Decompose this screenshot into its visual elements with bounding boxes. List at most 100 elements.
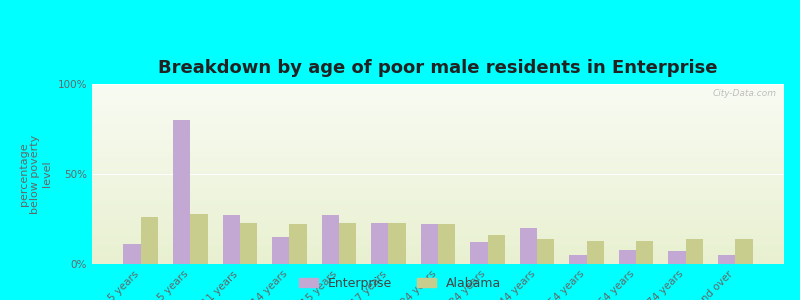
Bar (92, 98, 784, 100)
Bar (92, 260, 784, 262)
Bar (92, 251, 784, 253)
Bar (92, 102, 784, 104)
Bar (173, 120, 190, 264)
Bar (92, 142, 784, 143)
Bar (92, 244, 784, 246)
Bar (92, 235, 784, 237)
Bar (92, 183, 784, 185)
Bar (240, 223, 257, 264)
Bar (92, 210, 784, 212)
Bar (92, 111, 784, 113)
Bar (92, 212, 784, 214)
Bar (92, 262, 784, 264)
Bar (92, 215, 784, 217)
Bar (668, 251, 686, 264)
Bar (92, 174, 784, 176)
Bar (92, 230, 784, 232)
Bar (322, 215, 339, 264)
Bar (92, 106, 784, 107)
Bar (570, 255, 586, 264)
Bar (586, 241, 604, 264)
Bar (92, 257, 784, 259)
Bar (92, 118, 784, 120)
Bar (92, 206, 784, 208)
Bar (92, 163, 784, 165)
Bar (92, 190, 784, 192)
Bar (92, 201, 784, 203)
Bar (92, 224, 784, 226)
Bar (92, 232, 784, 233)
Bar (92, 248, 784, 250)
Bar (92, 223, 784, 224)
Bar (92, 136, 784, 138)
Bar (92, 196, 784, 197)
Bar (92, 147, 784, 149)
Bar (92, 233, 784, 235)
Y-axis label: percentage
below poverty
level: percentage below poverty level (19, 134, 52, 214)
Bar (92, 217, 784, 219)
Bar (92, 95, 784, 97)
Title: Breakdown by age of poor male residents in Enterprise: Breakdown by age of poor male residents … (158, 59, 718, 77)
Bar (92, 120, 784, 122)
Bar (92, 167, 784, 169)
Bar (92, 160, 784, 161)
Bar (735, 239, 753, 264)
Bar (92, 91, 784, 93)
Bar (92, 151, 784, 152)
Bar (190, 214, 208, 264)
Bar (537, 239, 554, 264)
Bar (619, 250, 636, 264)
Bar (92, 116, 784, 118)
Bar (92, 89, 784, 91)
Bar (92, 154, 784, 156)
Bar (339, 223, 356, 264)
Bar (92, 242, 784, 244)
Bar (92, 122, 784, 124)
Bar (141, 217, 158, 264)
Bar (92, 228, 784, 230)
Bar (92, 178, 784, 179)
Bar (92, 185, 784, 187)
Bar (92, 259, 784, 260)
Bar (92, 219, 784, 221)
Bar (92, 199, 784, 201)
Bar (92, 226, 784, 228)
Bar (92, 152, 784, 154)
Bar (438, 224, 455, 264)
Bar (92, 208, 784, 210)
Bar (92, 143, 784, 145)
Bar (92, 246, 784, 248)
Bar (92, 86, 784, 88)
Bar (92, 170, 784, 172)
Text: City-Data.com: City-Data.com (713, 89, 777, 98)
Bar (371, 223, 389, 264)
Bar (92, 158, 784, 160)
Bar (92, 100, 784, 102)
Bar (636, 241, 654, 264)
Bar (686, 239, 703, 264)
Bar (92, 93, 784, 95)
Bar (421, 224, 438, 264)
Bar (92, 205, 784, 206)
Bar (92, 133, 784, 134)
Bar (92, 197, 784, 199)
Bar (520, 228, 537, 264)
Bar (92, 214, 784, 215)
Legend: Enterprise, Alabama: Enterprise, Alabama (295, 273, 505, 294)
Bar (92, 149, 784, 151)
Bar (92, 104, 784, 106)
Bar (92, 140, 784, 142)
Bar (92, 161, 784, 163)
Bar (92, 181, 784, 183)
Bar (92, 221, 784, 223)
Bar (718, 255, 735, 264)
Bar (389, 223, 406, 264)
Bar (92, 169, 784, 170)
Bar (92, 250, 784, 251)
Bar (92, 203, 784, 205)
Bar (92, 115, 784, 116)
Bar (92, 176, 784, 178)
Bar (92, 129, 784, 131)
Bar (92, 113, 784, 115)
Bar (92, 239, 784, 241)
